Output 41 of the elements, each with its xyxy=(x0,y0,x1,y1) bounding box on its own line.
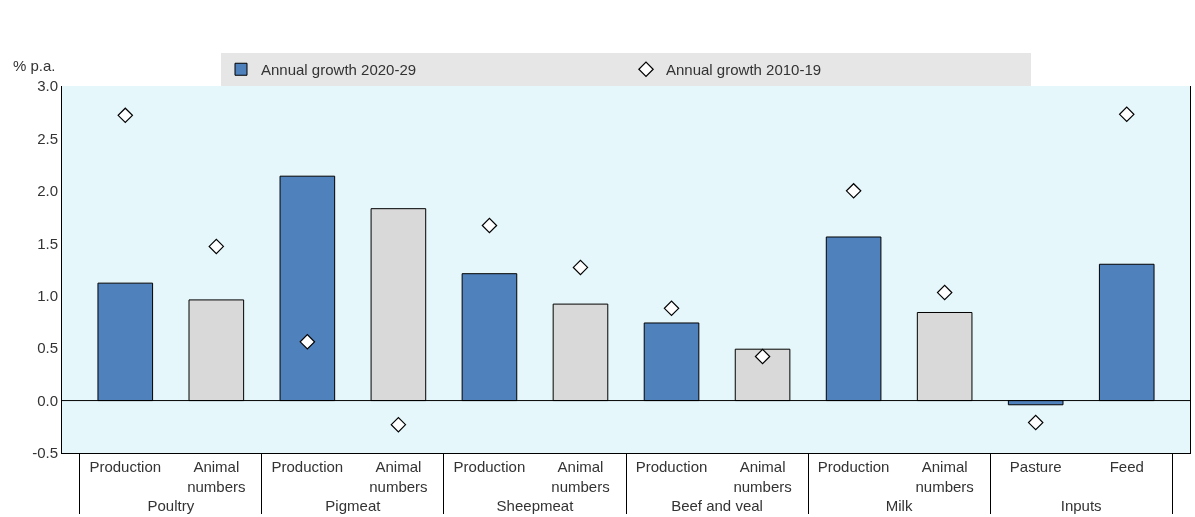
y-tick-label: 0.0 xyxy=(37,391,58,409)
x-tick-label: Animal numbers xyxy=(733,458,792,495)
y-tick-label: 2.5 xyxy=(37,129,58,147)
x-tick-label: Animal numbers xyxy=(369,458,428,495)
legend-label: Annual growth 2010-19 xyxy=(666,61,822,79)
x-tick-label: Production xyxy=(817,458,890,475)
point xyxy=(481,217,498,234)
x-tick-label: Animal numbers xyxy=(915,458,974,495)
point xyxy=(663,300,680,317)
text: Pigmeat xyxy=(325,496,382,514)
point xyxy=(117,107,134,124)
point xyxy=(1027,414,1044,431)
point xyxy=(754,348,771,365)
y-tick-label: 3.0 xyxy=(37,77,58,95)
x-tick-label: Production xyxy=(453,458,526,475)
point xyxy=(1118,106,1135,123)
point xyxy=(845,183,862,199)
point xyxy=(390,416,407,433)
text: Milk xyxy=(885,496,913,514)
y-axis-title: % p.a. xyxy=(13,57,56,74)
y-tick-label: 1.5 xyxy=(37,234,58,252)
text: Inputs xyxy=(1060,496,1102,514)
x-tick-label: Production xyxy=(271,458,344,475)
y-tick-label: 1.0 xyxy=(37,286,58,304)
point xyxy=(299,334,316,350)
x-tick-label: Production xyxy=(635,458,708,475)
text: Poultry xyxy=(147,496,195,514)
text: Beef and veal xyxy=(671,496,763,514)
x-tick-label: Feed xyxy=(1109,458,1144,475)
point xyxy=(936,284,953,301)
point xyxy=(208,238,225,255)
text: Sheepmeat xyxy=(496,496,575,514)
y-tick-label: 0.5 xyxy=(37,339,58,357)
y-tick-label: -0.5 xyxy=(32,444,58,462)
point xyxy=(572,259,589,276)
x-tick-label: Animal numbers xyxy=(187,458,246,495)
x-tick-label: Production xyxy=(89,458,162,475)
x-tick-label: Animal numbers xyxy=(551,458,610,495)
legend-label: Annual growth 2020-29 xyxy=(261,61,417,79)
y-tick-label: 2.0 xyxy=(37,182,58,200)
x-tick-label: Pasture xyxy=(1009,458,1062,475)
